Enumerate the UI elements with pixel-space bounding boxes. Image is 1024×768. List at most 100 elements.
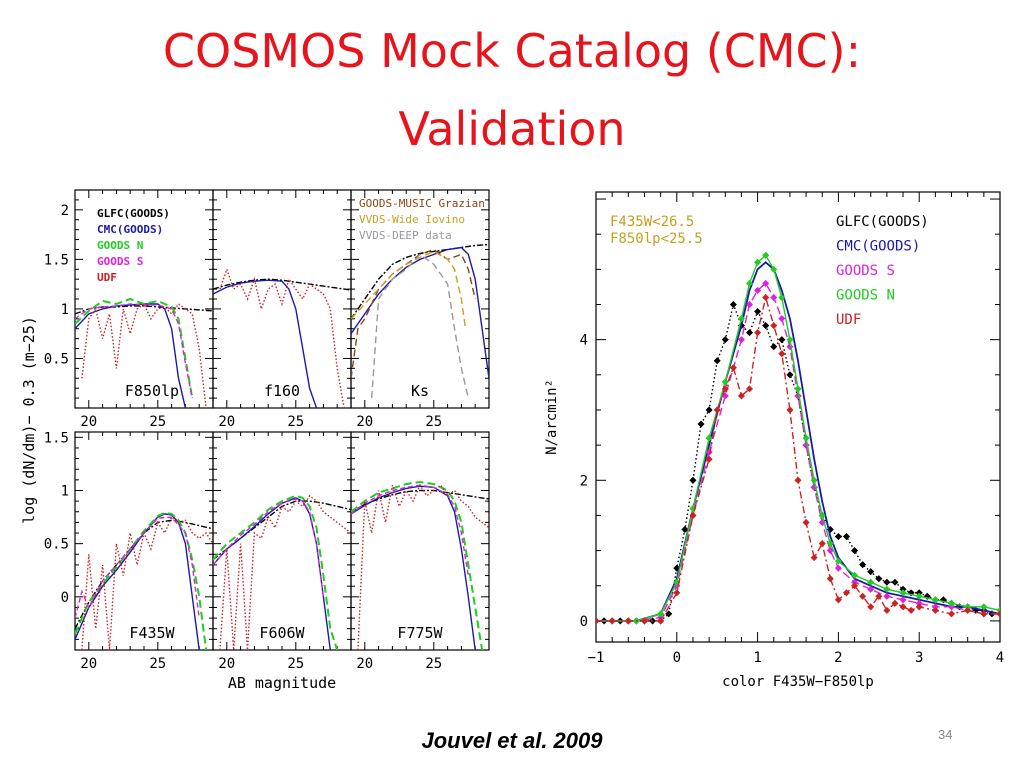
point-goods-s [899,596,907,604]
series-glfc-goods- [351,243,489,320]
legend-entry: CMC(GOODS) [836,239,920,255]
point-udf [875,592,883,600]
point-glfc-goods- [867,568,875,576]
series-cmc-goods- [213,279,318,408]
point-udf [608,617,616,625]
series-udf [596,294,1000,622]
point-udf [729,364,737,372]
series-vvds-deep-data [371,253,469,399]
series-glfc-goods- [75,519,213,630]
series-goods-s [213,498,325,597]
series-goods-s [351,484,469,576]
y-tick-label: 1 [61,483,69,499]
point-udf [826,575,834,583]
x-tick-label: 25 [287,656,304,672]
point-udf [745,385,754,393]
series-vvds-wide-iovino [351,250,467,329]
point-goods-n [802,434,810,442]
panel-ks: Ks 20 25 [350,189,490,430]
series-goods-s [75,516,200,619]
x-tick-label: 1 [753,650,761,666]
y-tick-label: 1.5 [44,430,69,446]
point-goods-n [745,279,754,287]
point-udf [883,606,891,614]
point-udf [996,610,1000,618]
y-axis-label: log (dN/dm)− 0.3 (m−25) [20,316,38,524]
point-udf [802,518,810,527]
panel-f435w: F435W 20 25 0 0.5 1 1.5 [44,430,214,672]
point-goods-n [818,511,826,519]
point-glfc-goods- [883,578,891,586]
series-goods-n [596,254,1000,622]
point-udf [786,406,794,414]
panel-label: F850lp [125,382,179,400]
point-glfc-goods- [834,532,842,541]
panel-series-group [351,243,489,399]
point-glfc-goods- [697,420,705,428]
point-goods-s [834,564,842,572]
legend-entry: GLFC(GOODS) [97,207,170,220]
x-tick-label: 20 [80,414,97,430]
series-goods-n [213,494,339,650]
point-goods-n [786,336,794,344]
point-glfc-goods- [859,561,867,569]
legend-entry: GOODS N [836,288,895,304]
point-goods-n [657,610,665,618]
point-udf [689,511,697,519]
point-goods-n [867,578,875,586]
x-tick-label: 4 [996,650,1004,666]
point-udf [859,592,867,600]
point-glfc-goods- [842,532,851,541]
point-udf [705,455,713,463]
point-glfc-goods- [729,300,737,309]
panel-f850lp: F850lp 20 25 0.5 1 1.5 2 [44,189,214,430]
x-tick-label: 3 [915,650,923,666]
point-glfc-goods- [745,329,754,337]
point-udf [980,610,988,618]
y-tick-label: 4 [580,333,588,349]
point-udf [851,582,859,590]
point-glfc-goods- [705,406,713,414]
point-goods-n [834,557,842,565]
legend-entry: GOODS-MUSIC Grazian [359,197,485,210]
point-udf [770,322,778,330]
ks-legend: GOODS-MUSIC Grazian VVDS-Wide Iovino VVDS-… [359,197,485,242]
point-udf [596,617,600,625]
point-goods-n [947,599,956,607]
legend-entry: GOODS S [836,263,895,279]
point-udf [834,596,842,604]
point-udf [657,617,665,625]
series-glfc-goods- [213,500,351,561]
point-goods-s [883,592,891,600]
series-goods-n [75,511,208,650]
series-goods-n [75,297,194,399]
x-axis-label: AB magnitude [228,674,336,692]
legend-entry: VVDS-DEEP data [359,229,452,242]
point-goods-n [851,571,859,579]
series-group [596,251,1000,625]
point-goods-s [737,336,745,344]
panel-frame [212,189,352,409]
point-goods-s [794,392,802,400]
plot-frame [595,191,1001,643]
x-axis-label: color F435W−F850lp [722,674,874,690]
legend-entry: UDF [97,271,117,284]
point-glfc-goods- [786,371,794,379]
series-goods-s [75,303,193,399]
point-goods-n [826,540,834,548]
panel-series-group [351,480,489,650]
legend-entry: UDF [836,312,861,328]
panel-label: F606W [259,624,305,642]
series-udf [81,302,207,408]
x-tick-label: 20 [218,414,235,430]
series-udf [81,515,213,650]
point-goods-n [794,385,802,393]
x-tick-label: −1 [588,650,605,666]
point-glfc-goods- [713,357,721,365]
series-goods-n [351,480,484,650]
panel-f160: f160 20 25 [212,189,352,430]
point-goods-n [980,603,988,611]
series-udf [219,494,351,650]
point-udf [964,606,972,614]
